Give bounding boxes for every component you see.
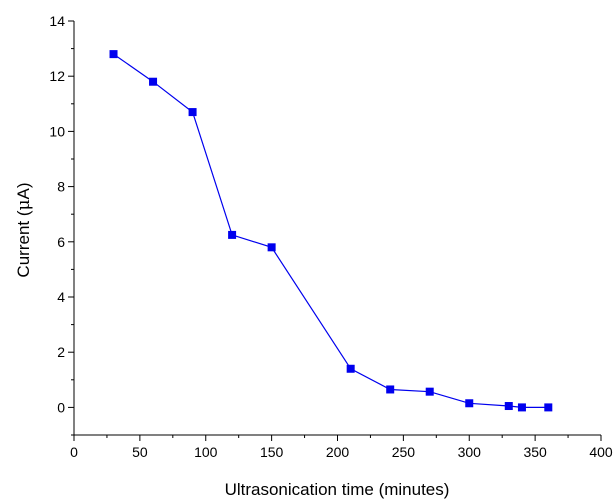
data-point: [346, 364, 355, 373]
data-point: [149, 77, 158, 86]
y-axis: 0 2 4 6 8 10 12 14: [49, 13, 74, 436]
y-tick-label: 6: [57, 234, 65, 250]
series-line: [113, 53, 549, 408]
data-point: [188, 108, 197, 117]
x-tick-label: 350: [523, 444, 547, 460]
data-point: [425, 387, 434, 396]
y-axis-title-prefix: Current (: [14, 210, 33, 277]
x-axis-title: Ultrasonication time (minutes): [225, 480, 450, 499]
series-layer: [109, 50, 553, 412]
data-point: [544, 403, 553, 412]
data-point: [465, 399, 474, 408]
x-tick-label: 100: [194, 444, 218, 460]
x-tick-label: 150: [260, 444, 284, 460]
y-tick-label: 8: [57, 179, 65, 195]
data-point: [504, 402, 513, 411]
y-axis-title: Current (μA): [14, 182, 34, 277]
x-tick-label: 50: [132, 444, 148, 460]
y-tick-label: 12: [49, 68, 65, 84]
y-axis-title-symbol: μ: [14, 199, 34, 210]
x-tick-label: 200: [326, 444, 350, 460]
x-tick-label: 250: [392, 444, 416, 460]
y-axis-title-suffix: A): [14, 182, 33, 199]
x-tick-label: 400: [589, 444, 613, 460]
y-tick-label: 4: [57, 289, 65, 305]
x-tick-label: 300: [458, 444, 482, 460]
data-point: [228, 230, 237, 239]
y-tick-label: 10: [49, 123, 65, 139]
data-point: [267, 243, 276, 252]
y-tick-label: 14: [49, 13, 65, 29]
x-axis: 0 50 100 150 200 250 300 350 400: [70, 435, 613, 460]
data-point: [386, 385, 395, 394]
data-point: [517, 403, 526, 412]
y-tick-label: 2: [57, 344, 65, 360]
y-tick-label: 0: [57, 399, 65, 415]
data-point: [109, 50, 118, 59]
x-tick-label: 0: [70, 444, 78, 460]
